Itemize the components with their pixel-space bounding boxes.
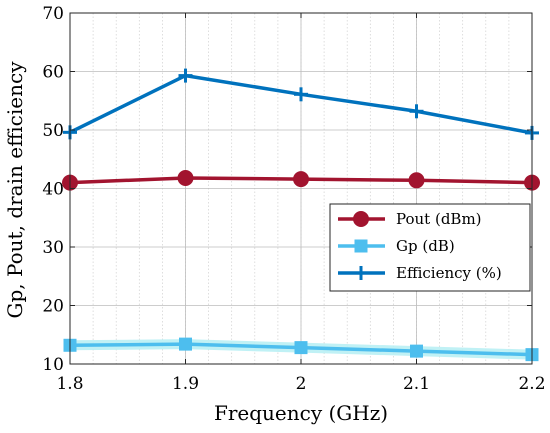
grid bbox=[69, 12, 533, 365]
x-tick-label: 1.8 bbox=[56, 374, 83, 394]
y-axis-label: Gp, Pout, drain efficiency bbox=[3, 61, 27, 319]
x-tick-label: 2.2 bbox=[518, 374, 545, 394]
legend-swatch-marker bbox=[354, 239, 368, 253]
series-gp-point bbox=[294, 341, 308, 355]
legend-swatch-marker bbox=[354, 266, 368, 280]
y-tick-label: 20 bbox=[42, 297, 64, 317]
y-tick-label: 40 bbox=[42, 180, 64, 200]
legend: Pout (dBm) Gp (dB) Efficiency (%) bbox=[329, 203, 531, 292]
x-axis-label: Frequency (GHz) bbox=[214, 401, 388, 425]
ticks: 1.8 1.9 2 2.1 2.2 10 20 30 40 50 60 70 bbox=[42, 4, 545, 394]
legend-label: Pout (dBm) bbox=[396, 210, 482, 228]
series-efficiency-point bbox=[409, 104, 424, 119]
legend-label: Gp (dB) bbox=[396, 237, 455, 255]
series-gp-point bbox=[410, 344, 423, 358]
series-pout-point bbox=[293, 171, 309, 188]
y-tick-label: 50 bbox=[42, 121, 64, 141]
legend-item-pout: Pout (dBm) bbox=[338, 210, 482, 228]
y-tick-label: 30 bbox=[42, 238, 64, 258]
legend-swatch-marker bbox=[353, 211, 369, 227]
series-efficiency-point bbox=[294, 87, 308, 102]
y-tick-label: 70 bbox=[42, 4, 64, 24]
x-tick-label: 1.9 bbox=[172, 374, 199, 394]
x-tick-label: 2 bbox=[296, 374, 307, 394]
series-efficiency-point bbox=[178, 68, 193, 83]
y-tick-label: 60 bbox=[42, 63, 64, 83]
legend-label: Efficiency (%) bbox=[396, 264, 502, 282]
series-pout-point bbox=[177, 169, 194, 186]
series-gp-point bbox=[179, 337, 192, 351]
legend-item-gp: Gp (dB) bbox=[338, 237, 455, 255]
series-pout-point bbox=[408, 172, 425, 189]
legend-item-efficiency: Efficiency (%) bbox=[338, 264, 502, 282]
x-tick-label: 2.1 bbox=[403, 374, 430, 394]
series-layer bbox=[62, 68, 540, 362]
y-tick-label: 10 bbox=[42, 355, 64, 375]
